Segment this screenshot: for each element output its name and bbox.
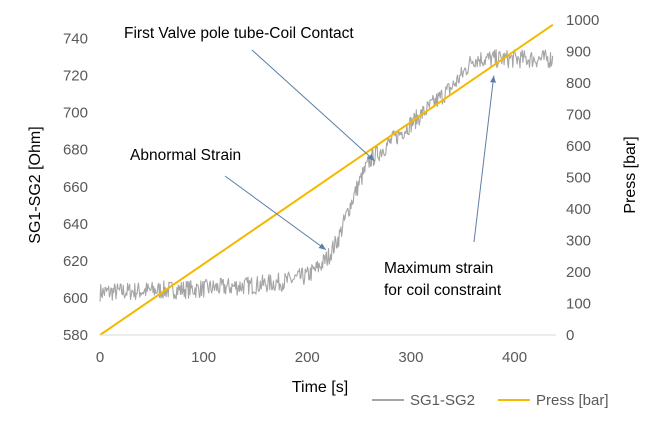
annotation-arrow: [224, 175, 327, 251]
y-axis-title: SG1-SG2 [Ohm]: [27, 126, 44, 243]
y2-tick-label: 400: [566, 201, 591, 218]
y2-tick-label: 500: [566, 170, 591, 187]
annotation-arrow: [251, 49, 375, 162]
x-tick-label: 300: [398, 349, 423, 366]
y-tick-label: 640: [63, 216, 88, 233]
y-tick-label: 720: [63, 68, 88, 85]
series-layer: [99, 23, 554, 336]
y2-tick-label: 0: [566, 327, 574, 344]
y2-axis-title: Press [bar]: [622, 136, 639, 213]
annotation-1: First Valve pole tube-Coil Contact: [124, 25, 354, 42]
annotation-line: for coil constraint: [384, 282, 502, 299]
y2-tick-label: 300: [566, 233, 591, 250]
annotations: First Valve pole tube-Coil Contact Abnorm…: [124, 25, 502, 299]
x-tick-label: 200: [295, 349, 320, 366]
y-tick-label: 620: [63, 253, 88, 270]
legend-label: Press [bar]: [536, 392, 609, 409]
x-axis-title: Time [s]: [292, 379, 348, 396]
y2-tick-label: 200: [566, 264, 591, 281]
series-line-press-bar: [99, 23, 554, 336]
x-tick-label: 100: [191, 349, 216, 366]
y2-tick-label: 900: [566, 44, 591, 61]
y2-tick-labels: 0 100 200 300 400 500 600 700 800 900 1000: [566, 12, 599, 344]
y-tick-label: 600: [63, 290, 88, 307]
annotation-line: Abnormal Strain: [130, 147, 241, 164]
annotation-2: Abnormal Strain: [130, 147, 241, 164]
y-tick-label: 700: [63, 105, 88, 122]
annotation-line: Maximum strain: [384, 260, 493, 277]
legend: SG1-SG2 Press [bar]: [372, 392, 609, 409]
x-tick-label: 400: [502, 349, 527, 366]
y2-tick-label: 100: [566, 296, 591, 313]
annotation-line: First Valve pole tube-Coil Contact: [124, 25, 354, 42]
y-tick-label: 740: [63, 31, 88, 48]
y-tick-labels: 580 600 620 640 660 680 700 720 740: [63, 31, 88, 344]
y-tick-label: 680: [63, 142, 88, 159]
y2-tick-label: 600: [566, 138, 591, 155]
legend-label: SG1-SG2: [410, 392, 475, 409]
series-line-sg1-sg2: [99, 49, 554, 302]
annotation-arrow: [473, 75, 496, 243]
y-tick-label: 580: [63, 327, 88, 344]
x-tick-label: 0: [96, 349, 104, 366]
y-tick-label: 660: [63, 179, 88, 196]
x-tick-labels: 0 100 200 300 400: [96, 349, 527, 366]
y2-tick-label: 700: [566, 107, 591, 124]
y2-tick-label: 800: [566, 75, 591, 92]
annotation-3: Maximum strain for coil constraint: [384, 260, 502, 299]
y2-tick-label: 1000: [566, 12, 599, 29]
